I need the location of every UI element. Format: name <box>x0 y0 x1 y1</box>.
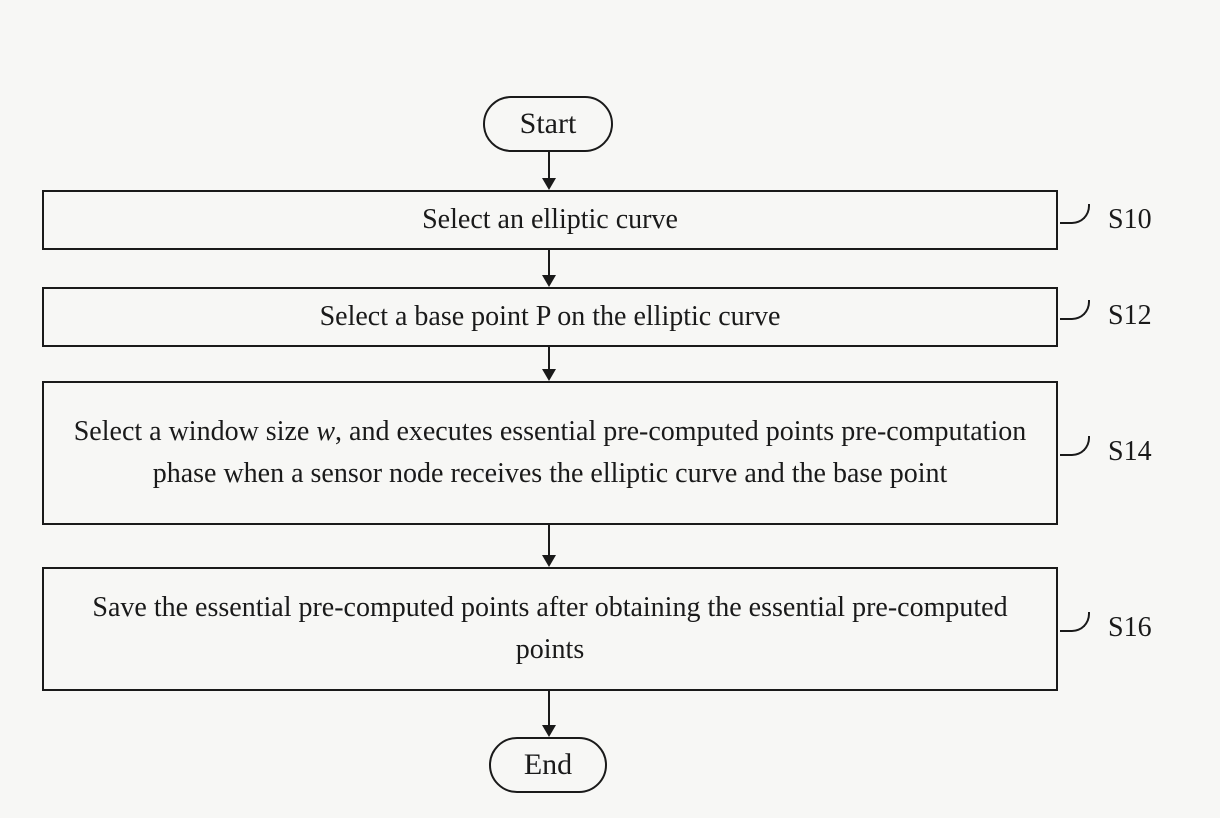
edge-s14-s16-head <box>542 555 556 567</box>
process-s14: Select a window size w, and executes ess… <box>42 381 1058 525</box>
terminal-end: End <box>489 737 607 793</box>
lead-s10 <box>1060 204 1090 224</box>
edge-start-s10 <box>548 152 550 178</box>
lead-s16 <box>1060 612 1090 632</box>
process-s14-text: Select a window size w, and executes ess… <box>64 411 1036 495</box>
edge-s14-s16 <box>548 525 550 555</box>
edge-s16-end <box>548 691 550 725</box>
label-s10: S10 <box>1108 204 1152 236</box>
edge-s16-end-head <box>542 725 556 737</box>
label-s14: S14 <box>1108 436 1152 468</box>
terminal-start: Start <box>483 96 613 152</box>
process-s12-text: Select a base point P on the elliptic cu… <box>320 296 781 338</box>
edge-s12-s14-head <box>542 369 556 381</box>
edge-s10-s12 <box>548 250 550 275</box>
label-s16: S16 <box>1108 612 1152 644</box>
lead-s12 <box>1060 300 1090 320</box>
edge-s12-s14 <box>548 347 550 369</box>
terminal-start-text: Start <box>520 107 577 141</box>
flowchart-canvas: Start Select an elliptic curve S10 Selec… <box>0 0 1220 818</box>
label-s12: S12 <box>1108 300 1152 332</box>
process-s16: Save the essential pre-computed points a… <box>42 567 1058 691</box>
edge-s10-s12-head <box>542 275 556 287</box>
process-s10: Select an elliptic curve <box>42 190 1058 250</box>
process-s12: Select a base point P on the elliptic cu… <box>42 287 1058 347</box>
terminal-end-text: End <box>524 748 572 782</box>
process-s16-text: Save the essential pre-computed points a… <box>64 587 1036 671</box>
lead-s14 <box>1060 436 1090 456</box>
process-s10-text: Select an elliptic curve <box>422 199 678 241</box>
edge-start-s10-head <box>542 178 556 190</box>
